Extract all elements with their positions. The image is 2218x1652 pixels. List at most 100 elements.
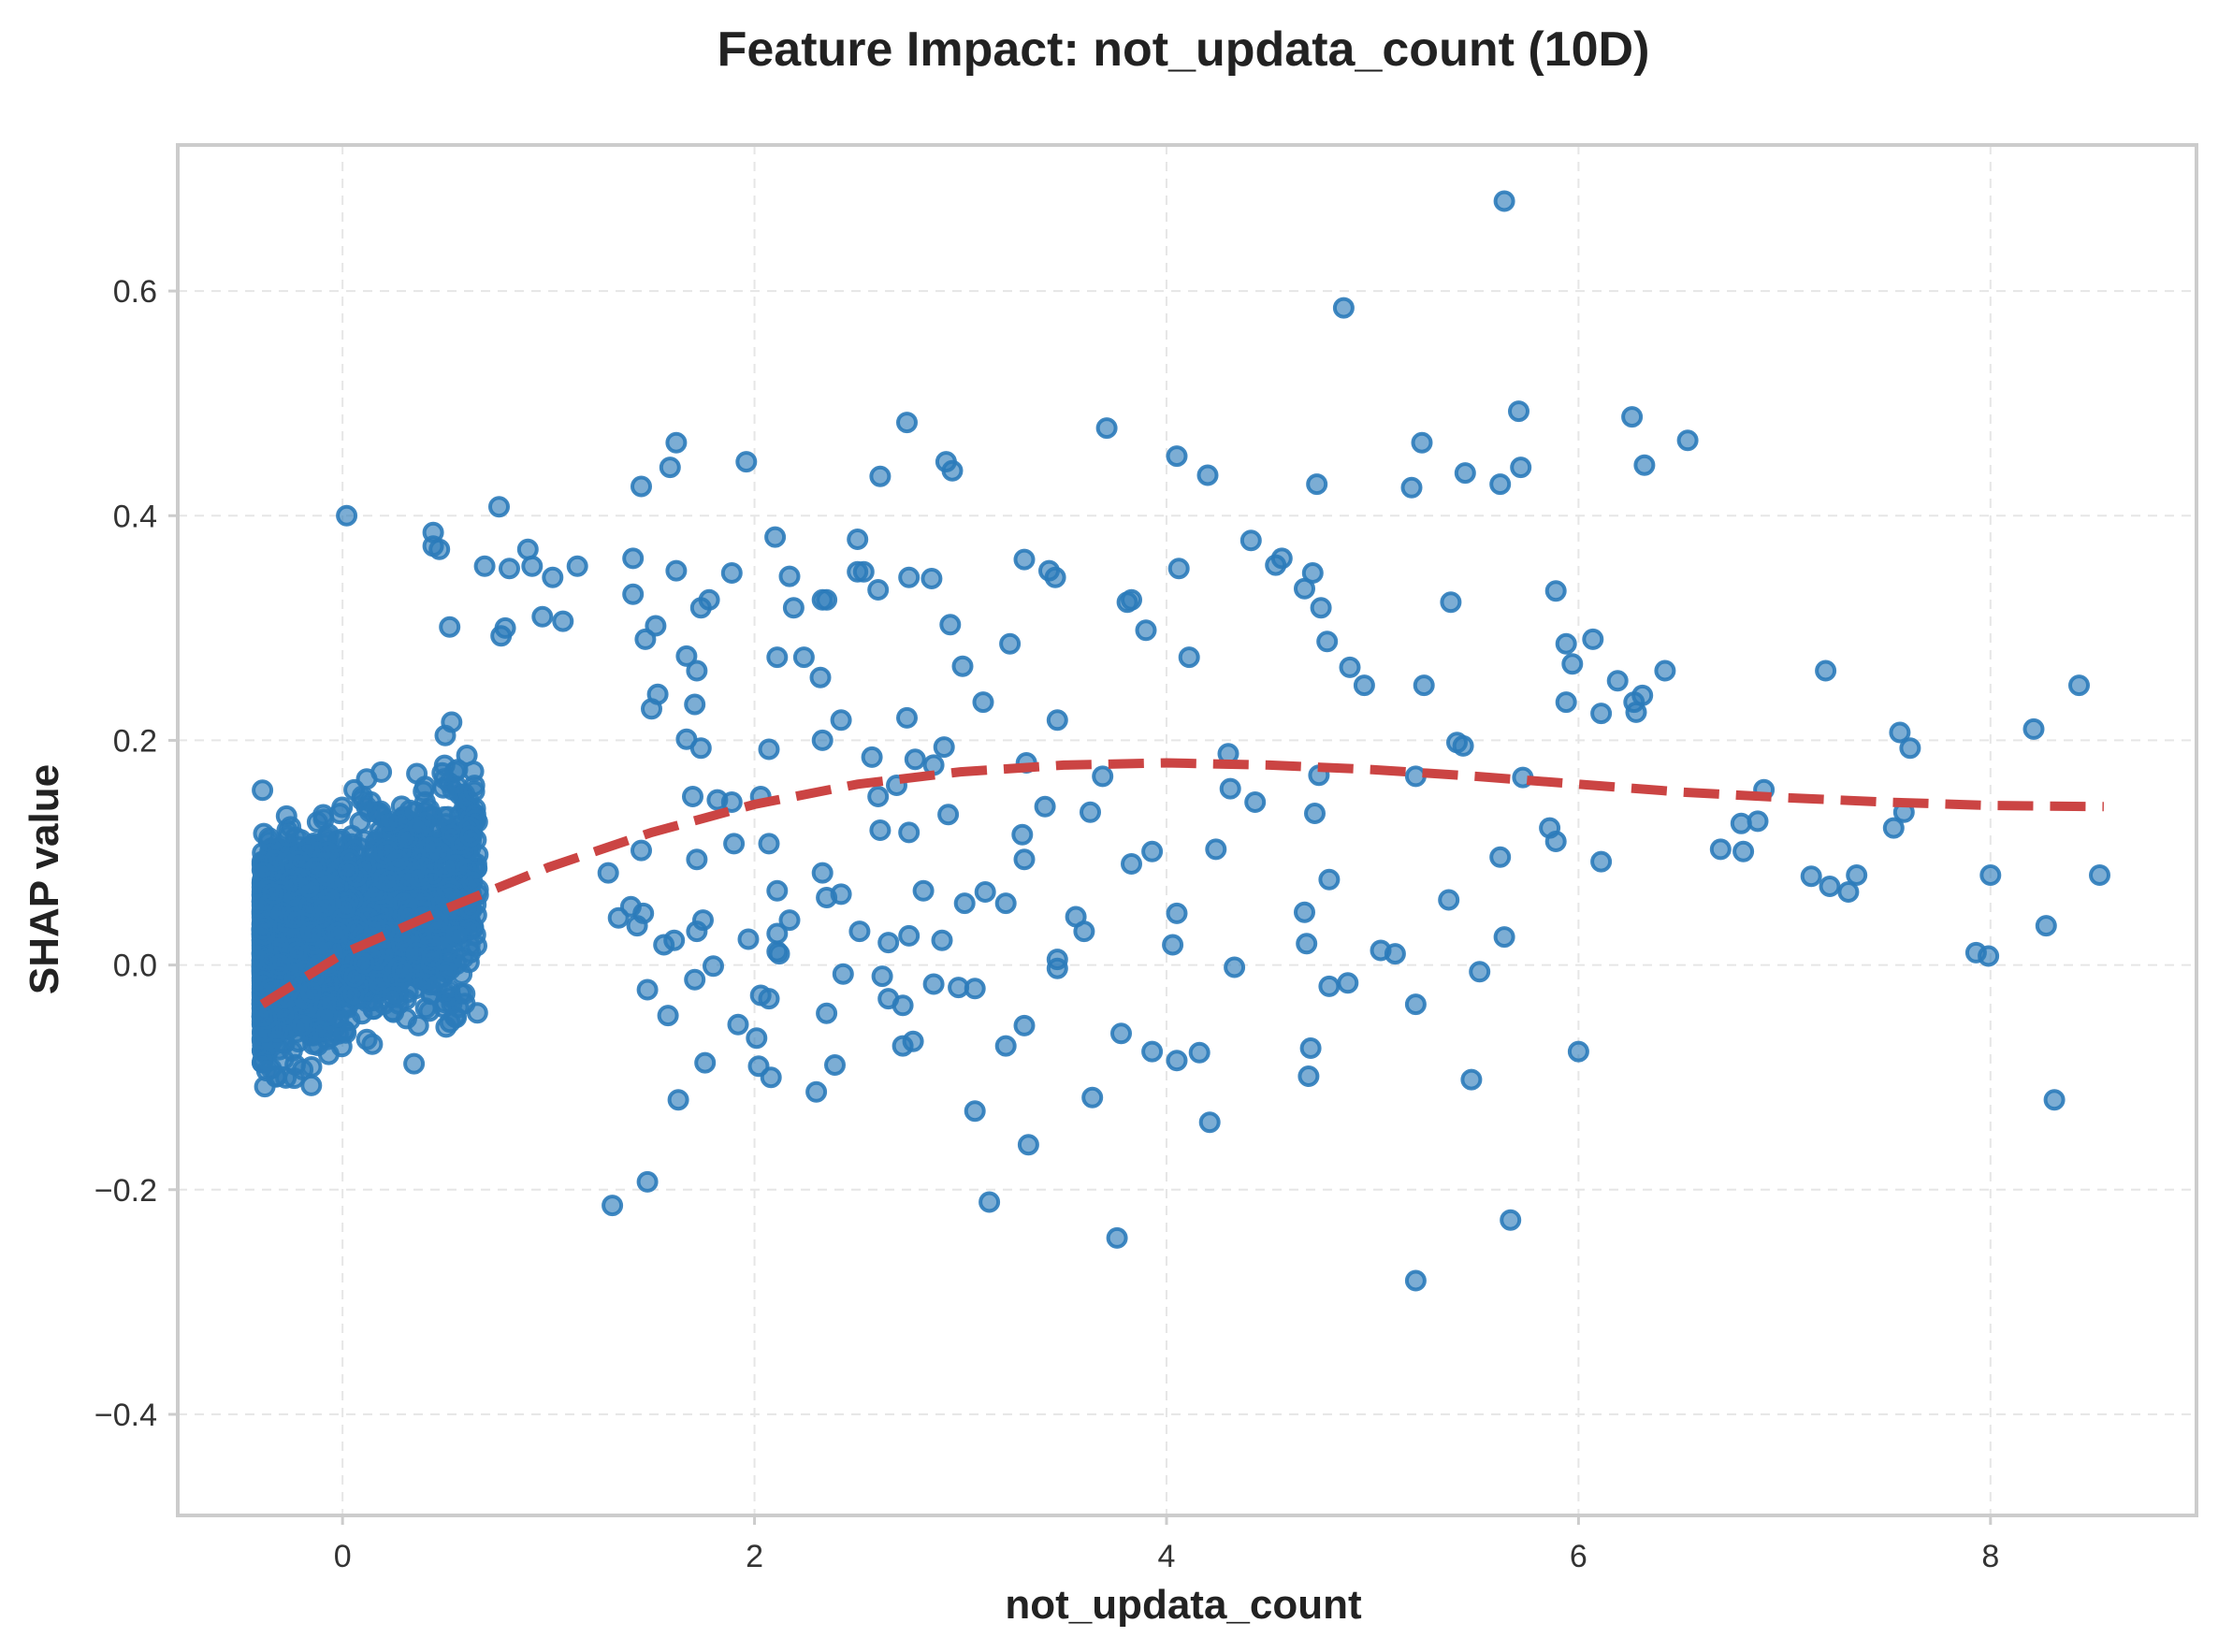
scatter-point [1135,619,1157,642]
scatter-point [1544,831,1567,852]
scatter-point [1224,956,1246,978]
x-tick-label: 2 [746,1539,763,1574]
scatter-point [937,804,960,826]
scatter-point [1800,865,1822,888]
scatter-point [1265,554,1287,576]
scatter-point [631,475,652,498]
scatter-point [1219,777,1241,800]
scatter-point [461,871,484,893]
scatter-point [636,978,659,1001]
scatter-point [974,881,996,903]
x-tick-label: 0 [334,1539,352,1574]
scatter-point [1081,1086,1104,1109]
scatter-point [1306,473,1328,496]
scatter-point [1590,703,1613,725]
scatter-point [268,953,291,976]
scatter-point [299,981,322,1004]
scatter-point [299,920,322,943]
scatter-point [473,555,496,577]
scatter-point [1046,957,1068,979]
scatter-point [300,1056,323,1078]
scatter-point [262,883,284,905]
scatter-point [933,736,955,759]
scatter-point [251,1005,273,1027]
scatter-point [1508,400,1529,423]
scatter-point [1244,791,1267,813]
scatter-point [1440,591,1462,614]
scatter-point [407,1014,429,1036]
scatter-point [809,666,832,688]
scatter-point [653,934,675,956]
scatter-point [626,915,648,937]
scatter-point [898,821,921,844]
chart-title: Feature Impact: not_updata_count (10D) [718,22,1650,77]
scatter-point [811,729,834,751]
scatter-point [694,1051,717,1074]
scatter-point [1621,406,1644,428]
y-tick-label: 0.6 [113,274,157,310]
scatter-point [1196,464,1219,486]
scatter-point [847,529,869,550]
scatter-point [904,748,926,771]
scatter-point [892,994,914,1017]
scatter-point [848,920,871,943]
scatter-point [768,943,790,965]
scatter-point [1582,628,1604,650]
scatter-point [454,982,476,1005]
scatter-point [964,978,986,1000]
scatter-point [452,947,474,969]
scatter-point [811,862,834,884]
scatter-point [1606,670,1629,692]
scatter-point [684,968,706,991]
scatter-point [459,825,482,848]
y-tick-label: −0.2 [94,1173,157,1209]
scatter-point [1837,881,1860,903]
scatter-point [2089,864,2110,886]
scatter-point [1413,674,1435,697]
scatter-point [1141,1040,1164,1063]
scatter-point [861,746,883,768]
scatter-point [994,1035,1017,1057]
scatter-point [941,459,964,482]
scatter-point [972,691,994,714]
scatter-point [1011,823,1034,846]
scatter-point [1411,431,1433,454]
scatter-point [336,504,358,527]
scatter-point [1188,1041,1210,1064]
scatter-point [251,918,273,940]
scatter-point [1297,1065,1320,1087]
scatter-point [657,1005,679,1027]
scatter-point [300,1074,323,1096]
scatter-point [689,737,712,760]
scatter-point [703,955,724,978]
scatter-point [896,706,918,729]
scatter-point [342,983,365,1006]
scatter-point [1013,1014,1036,1036]
scatter-point [686,920,708,943]
scatter-point [1819,876,1841,897]
scatter-point [758,738,780,761]
scatter-point [264,849,286,872]
scatter-point [1310,597,1332,619]
scatter-point [391,961,413,983]
scatter-point [1106,1226,1128,1249]
scatter-point [912,879,935,902]
scatter-point [659,456,681,479]
scatter-point [602,1195,624,1217]
scatter-point [403,1052,426,1075]
scatter-point [1555,691,1577,714]
scatter-point [283,906,306,929]
scatter-point [1567,1040,1589,1063]
scatter-point [869,819,892,841]
scatter-point [1198,1111,1221,1134]
scatter-point [488,496,510,518]
scatter-point [805,1080,828,1103]
scatter-point [622,547,645,570]
y-tick-label: 0.4 [113,499,157,534]
scatter-point [531,605,554,628]
scatter-point [292,1014,313,1036]
trend-line [259,758,2104,1008]
scatter-point [1978,945,2000,967]
scatter-point [387,849,409,872]
scatter-point [1239,529,1262,552]
